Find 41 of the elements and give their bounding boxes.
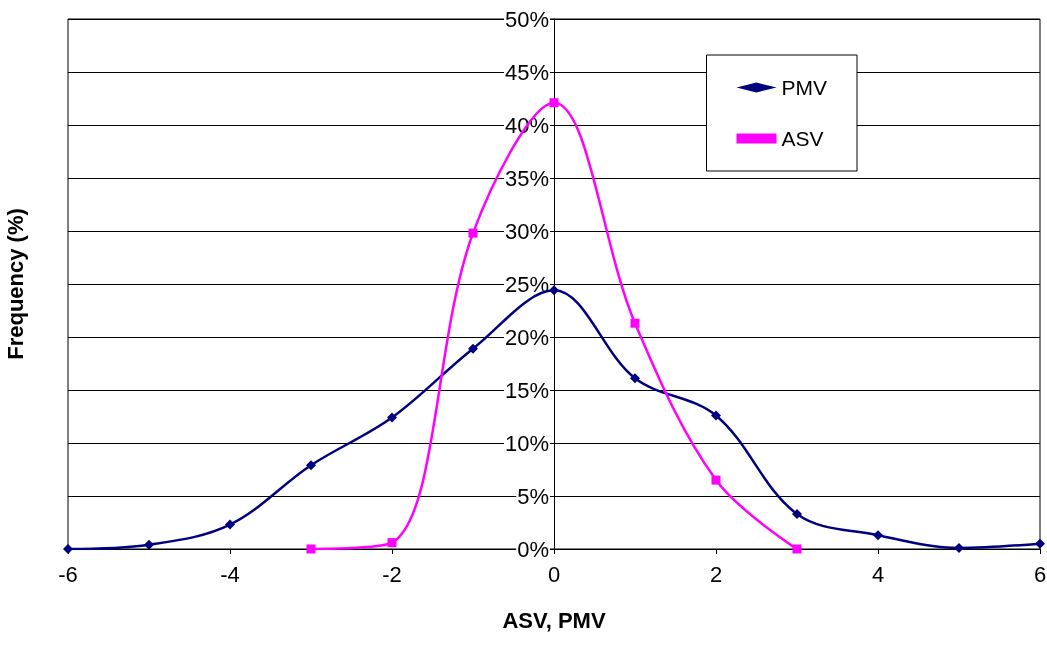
y-axis-title: Frequency (%) (2, 208, 28, 360)
point (954, 542, 964, 553)
x-tick-label: 0 (547, 561, 561, 587)
y-tick-label: 0% (517, 536, 549, 562)
y-tick-label: 45% (504, 59, 549, 85)
point (63, 544, 73, 554)
legend-label: PMV (781, 76, 828, 99)
x-tick-label: -4 (220, 561, 240, 587)
x-tick-label: -2 (382, 561, 402, 587)
point (873, 530, 883, 541)
point (387, 538, 397, 548)
y-tick-label: 30% (504, 218, 549, 244)
point (549, 98, 559, 108)
point (711, 475, 721, 485)
x-tick-label: 4 (871, 561, 885, 587)
x-tick-label: -6 (58, 561, 78, 587)
y-tick-label: 10% (504, 430, 549, 456)
y-tick-label: 5% (517, 483, 549, 509)
point (306, 544, 316, 554)
point (711, 410, 721, 421)
x-tick-label: 6 (1033, 561, 1047, 587)
x-tick-label: 2 (709, 561, 723, 587)
y-tick-label: 25% (504, 271, 549, 297)
point (387, 412, 397, 423)
y-tick-label: 35% (504, 165, 549, 191)
x-axis-title: ASV, PMV (502, 607, 606, 633)
point (792, 544, 802, 554)
y-tick-label: 50% (504, 6, 549, 32)
point (549, 285, 559, 296)
y-tick-label: 20% (504, 324, 549, 350)
legend-label: ASV (781, 127, 824, 150)
point (1035, 538, 1045, 549)
point (225, 519, 235, 530)
point (306, 460, 316, 471)
point (468, 228, 478, 238)
point (792, 509, 802, 520)
point (630, 373, 640, 384)
point (630, 318, 640, 328)
y-tick-label: 15% (504, 377, 549, 403)
point (144, 539, 154, 550)
point (468, 343, 478, 354)
